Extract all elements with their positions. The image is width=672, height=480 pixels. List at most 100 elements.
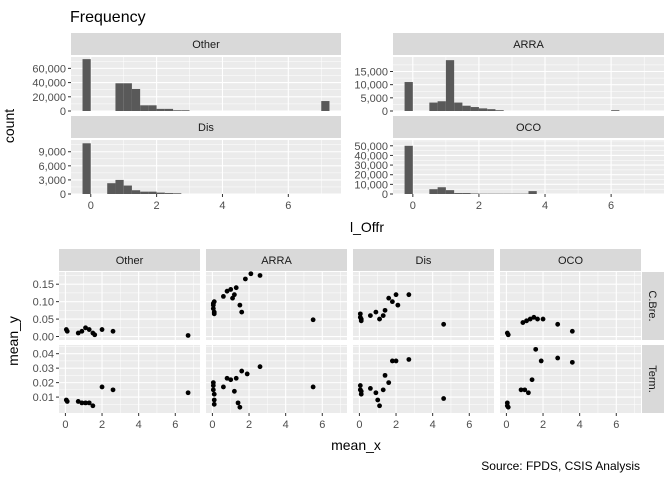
y-tick-label: 0.00 xyxy=(33,332,54,344)
histogram-bar xyxy=(83,59,91,111)
histogram-bar xyxy=(438,101,446,111)
scatter-point xyxy=(383,308,388,313)
facet-strip-label: ARRA xyxy=(261,255,292,267)
scatter-point xyxy=(221,294,226,299)
x-tick-label: 2 xyxy=(246,419,252,431)
scatter-point xyxy=(90,403,95,408)
histogram-bar xyxy=(173,193,181,194)
x-tick-label: 0 xyxy=(503,419,509,431)
histogram-bar xyxy=(165,193,173,194)
scatter-point xyxy=(394,292,399,297)
y-tick-label: 60,000 xyxy=(32,63,66,75)
scatter-point xyxy=(373,310,378,315)
histogram-bar xyxy=(115,83,123,111)
scatter-point xyxy=(375,398,380,403)
scatter-point xyxy=(377,317,382,322)
panel-background xyxy=(206,272,347,340)
y-tick-label: 10,000 xyxy=(354,80,388,92)
scatter-point xyxy=(232,292,237,297)
histogram-bar xyxy=(181,110,189,111)
scatter-point xyxy=(386,296,391,301)
scatter-point xyxy=(358,383,363,388)
scatter-point xyxy=(232,389,237,394)
histogram-bar xyxy=(487,109,495,111)
histogram-bar xyxy=(479,108,487,111)
facet-strip-label: Dis xyxy=(198,122,214,134)
histogram-bar xyxy=(321,101,329,111)
y-tick-label: 9,000 xyxy=(38,147,66,159)
scatter-point xyxy=(381,387,386,392)
y-tick-label: 0 xyxy=(60,189,66,201)
x-tick-label: 2 xyxy=(99,419,105,431)
histogram-bar xyxy=(115,180,123,194)
histogram-bar xyxy=(446,190,454,194)
x-tick-label: 6 xyxy=(466,419,472,431)
scatter-point xyxy=(228,287,233,292)
scatter-point xyxy=(236,400,241,405)
scatter-point xyxy=(258,364,263,369)
panel-background xyxy=(353,345,494,413)
histogram-bar xyxy=(454,193,462,194)
scatter-point xyxy=(79,329,84,334)
x-tick-label: 0 xyxy=(356,419,362,431)
x-tick-label: 2 xyxy=(154,200,160,212)
histogram-bar xyxy=(124,83,132,111)
histogram-y-axis-label: count xyxy=(1,109,17,143)
histogram-bar xyxy=(83,143,91,194)
x-tick-label: 0 xyxy=(410,200,416,212)
facet-strip-label: ARRA xyxy=(513,39,544,51)
histogram-bar xyxy=(438,187,446,194)
scatter-point xyxy=(383,373,388,378)
panel-background xyxy=(353,272,494,340)
x-tick-label: 4 xyxy=(219,200,225,212)
scatter-point xyxy=(359,318,364,323)
facet-strip-label: Dis xyxy=(416,255,432,267)
histogram-bar xyxy=(462,193,470,194)
scatter-point xyxy=(228,377,233,382)
scatter-point xyxy=(234,285,239,290)
panel-background xyxy=(71,57,341,111)
facet-strip-label: Other xyxy=(116,255,144,267)
x-tick-label: 2 xyxy=(540,419,546,431)
scatter-point xyxy=(65,399,70,404)
x-tick-label: 4 xyxy=(136,419,142,431)
facet-strip-label: OCO xyxy=(516,122,542,134)
x-tick-label: 2 xyxy=(393,419,399,431)
y-tick-label: 3,000 xyxy=(38,175,66,187)
histogram-title: Frequency xyxy=(70,9,146,26)
scatter-point xyxy=(258,273,263,278)
x-tick-label: 6 xyxy=(613,419,619,431)
scatter-point xyxy=(243,277,248,282)
scatter-point xyxy=(406,292,411,297)
x-tick-label: 6 xyxy=(319,419,325,431)
scatter-point xyxy=(390,299,395,304)
scatter-point xyxy=(381,313,386,318)
scatter-point xyxy=(87,327,92,332)
scatter-point xyxy=(92,332,97,337)
histogram-bar xyxy=(124,186,132,194)
x-tick-label: 6 xyxy=(172,419,178,431)
x-tick-label: 4 xyxy=(542,200,548,212)
y-tick-label: 0.15 xyxy=(33,279,54,291)
y-tick-label: 0.03 xyxy=(33,363,54,375)
histogram-bar xyxy=(405,146,413,194)
scatter-point xyxy=(311,385,316,390)
x-tick-label: 0 xyxy=(62,419,68,431)
x-tick-label: 4 xyxy=(430,419,436,431)
scatter-point xyxy=(211,383,216,388)
histogram-bar xyxy=(462,106,470,111)
histogram-bar xyxy=(165,109,173,111)
scatter-point xyxy=(212,311,217,316)
scatter-point xyxy=(100,327,105,332)
histogram-bar xyxy=(140,192,148,194)
scatter-point xyxy=(111,329,116,334)
y-tick-label: 0.04 xyxy=(33,349,54,361)
facet-strip-label: Other xyxy=(192,39,220,51)
scatter-point xyxy=(368,313,373,318)
scatter-point xyxy=(526,390,531,395)
scatter-point xyxy=(535,317,540,322)
scatter-point xyxy=(386,380,391,385)
x-tick-label: 0 xyxy=(209,419,215,431)
y-tick-label: 0.02 xyxy=(33,378,54,390)
histogram-bar xyxy=(132,190,140,194)
